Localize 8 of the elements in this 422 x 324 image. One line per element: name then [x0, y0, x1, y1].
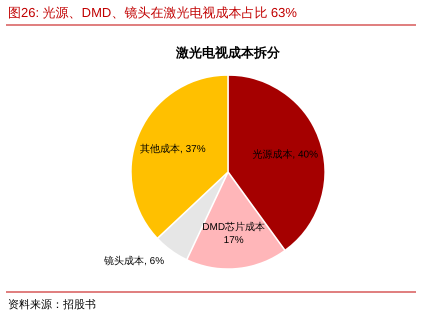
slice-label: 其他成本, 37% — [140, 143, 206, 156]
data-label: 17% — [224, 234, 244, 246]
chart-subtitle: 激光电视成本拆分 — [175, 45, 281, 60]
text: 资料来源：招股书 — [8, 298, 96, 311]
slice-label: 光源成本, 40% — [252, 148, 318, 160]
chart-title: 图26: 光源、DMD、镜头在激光电视成本占比 63% — [8, 5, 298, 20]
slice-label: DMD芯片成本 — [202, 220, 266, 233]
slice-label: 镜头成本, 6% — [103, 254, 164, 267]
